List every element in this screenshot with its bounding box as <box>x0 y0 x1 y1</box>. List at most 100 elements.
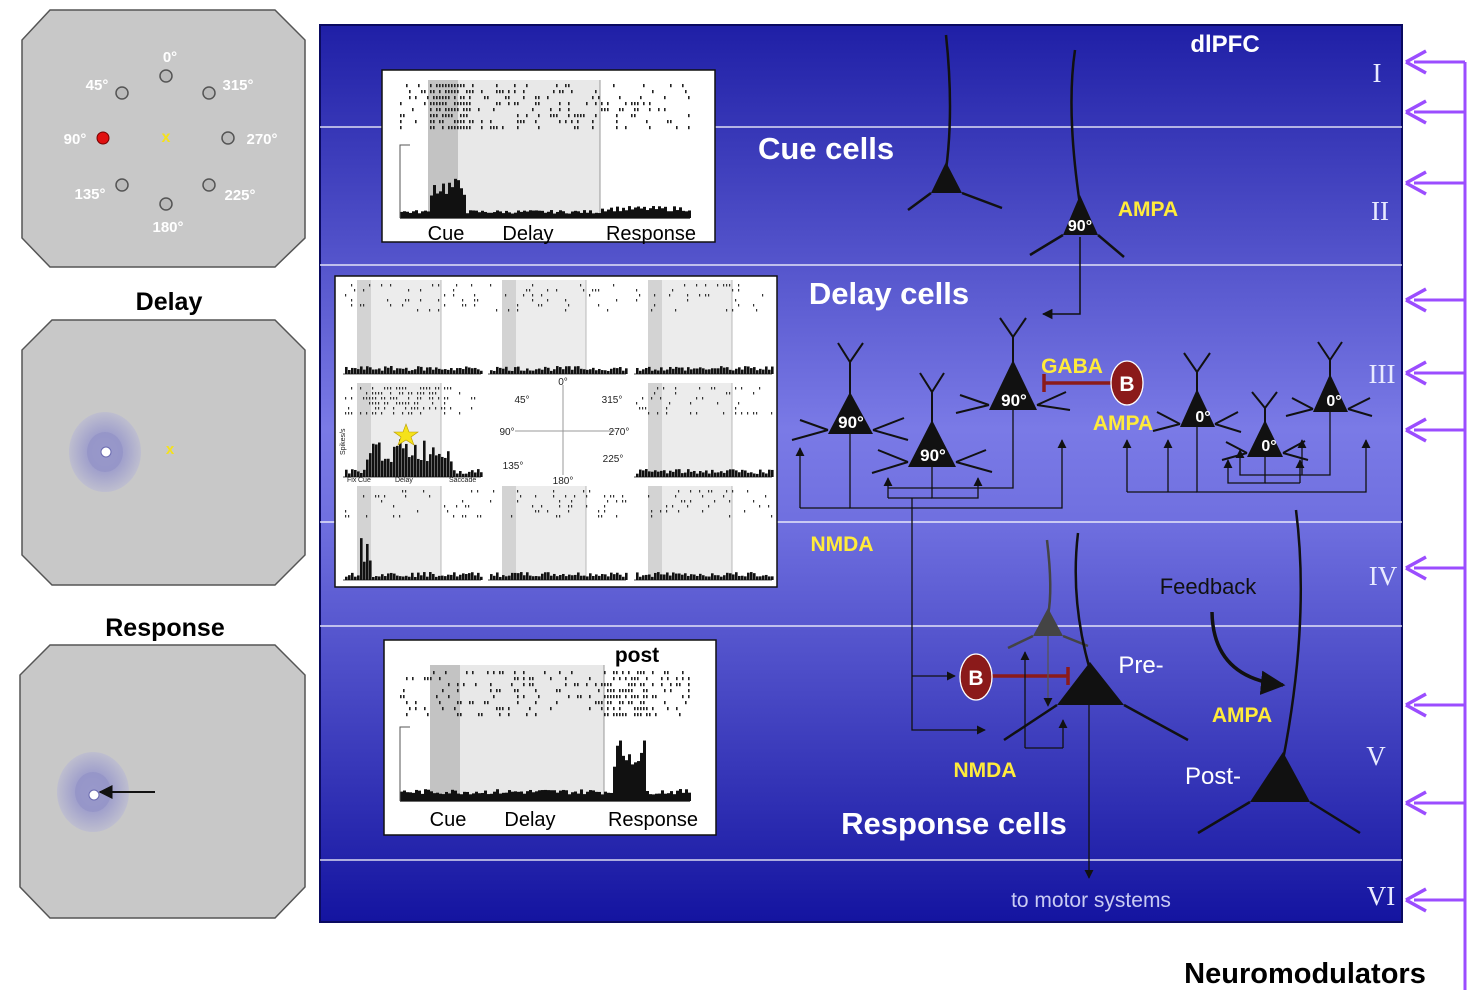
cue-cell-90: 90° <box>1029 49 1125 258</box>
compass-label: 270° <box>609 427 630 438</box>
target-135 <box>115 178 129 192</box>
cell-pref-label: 0° <box>1326 393 1341 410</box>
pre-cell-label: Pre- <box>1118 652 1163 679</box>
layer-label: II <box>1371 196 1389 226</box>
cell-pref-label: 90° <box>838 413 864 432</box>
grid-axis-label: Delay <box>395 477 413 484</box>
cell-pref-label: 90° <box>1068 218 1092 235</box>
target-270 <box>221 131 235 145</box>
receptor-label-nmda: NMDA <box>811 533 874 556</box>
mini-raster-panel <box>634 383 774 478</box>
spike-histogram <box>400 178 691 218</box>
motor-output-label: to motor systems <box>1011 889 1171 912</box>
recurrent-connections <box>1122 412 1371 493</box>
grid-axis-label: Saccade <box>449 477 476 484</box>
receptor-label-nmda: NMDA <box>954 759 1017 782</box>
inset-title: post <box>615 644 659 667</box>
layer-label: V <box>1366 741 1386 771</box>
mini-raster-panel <box>488 280 628 375</box>
compass-label: 180° <box>553 476 574 487</box>
interneuron-label: B <box>968 667 983 690</box>
neuromodulator-inputs <box>1405 49 1467 990</box>
receptor-label-ampa: AMPA <box>1212 704 1272 727</box>
deg-label: 135° <box>74 186 105 203</box>
mini-raster-panel <box>343 280 483 375</box>
layer-label: VI <box>1367 881 1396 911</box>
mini-raster-panel <box>634 486 774 581</box>
cue-cell-inset: Cue Delay Response <box>381 69 716 245</box>
cue-screen: x 0° 45° 315° 90° 270° 135° 225° 180° <box>21 9 306 268</box>
inset-axis-label: Cue <box>428 223 465 245</box>
spike-raster <box>400 671 690 717</box>
response-pre-cell <box>1003 532 1189 742</box>
cell-pref-label: 0° <box>1261 438 1276 455</box>
response-cell-inset: post Cue Delay Response <box>383 639 717 836</box>
delay-cell-inset-grid: 0° 45° 315° 90° 270° 135° 225° 180° Fix … <box>334 275 778 588</box>
grid-axis-label: Cue <box>358 477 371 484</box>
mini-raster-panel <box>343 383 483 478</box>
compass-label: 45° <box>514 395 529 406</box>
deg-label: 270° <box>246 131 277 148</box>
inset-axis-label: Cue <box>430 809 467 831</box>
section-label-cue: Cue cells <box>758 131 894 166</box>
feedback-label: Feedback <box>1160 574 1258 599</box>
cell-pref-label: 90° <box>1001 391 1027 410</box>
inhibitory-interneuron <box>959 653 993 701</box>
grid-axis-label: Fix <box>347 477 357 484</box>
target-225 <box>202 178 216 192</box>
circuit: 90° AMPA 90° 90° <box>791 34 1373 912</box>
response-screen <box>19 644 306 919</box>
inhibitory-interneuron <box>1110 360 1144 406</box>
cell-pref-label: 0° <box>1195 409 1210 426</box>
delay-cell-90-a: 90° <box>791 342 909 441</box>
spike-raster <box>400 84 690 130</box>
mini-raster-panel <box>634 280 774 375</box>
receptor-label-ampa: AMPA <box>1118 198 1178 221</box>
remembered-location <box>100 446 112 458</box>
interneuron-label: B <box>1119 373 1134 396</box>
compass-label: 225° <box>603 454 624 465</box>
mini-raster-panel <box>488 486 628 581</box>
response-screen-title: Response <box>105 614 225 642</box>
inset-axis-label: Response <box>608 809 698 831</box>
preferred-direction-star <box>393 423 419 446</box>
delay-cell-90-c: 90° <box>955 317 1071 414</box>
mini-raster-panel <box>343 486 483 581</box>
pyramidal-cell <box>907 34 1003 212</box>
response-interneuron-pyramid <box>1007 539 1089 650</box>
compass-label: 0° <box>558 377 568 388</box>
post-cell-label: Post- <box>1185 763 1241 790</box>
target-0 <box>159 69 173 83</box>
receptor-label-ampa: AMPA <box>1093 412 1153 435</box>
layer-label: IV <box>1369 561 1398 591</box>
deg-label: 0° <box>163 49 177 66</box>
inset-axis-label: Delay <box>504 809 555 831</box>
response-post-cell <box>1197 509 1361 835</box>
deg-label: 90° <box>64 131 87 148</box>
neuromodulators-label: Neuromodulators <box>1184 958 1426 990</box>
spike-histogram <box>400 740 691 801</box>
inset-axis-label: Delay <box>502 223 553 245</box>
delay-screen-title: Delay <box>136 288 203 316</box>
deg-label: 45° <box>86 77 109 94</box>
delay-cell-90-b: 90° <box>871 372 993 474</box>
target-90-cued <box>96 131 110 145</box>
receptor-label-gaba: GABA <box>1041 355 1103 378</box>
cell-pref-label: 90° <box>920 446 946 465</box>
layer-label: I <box>1373 58 1382 88</box>
layer-label: III <box>1369 359 1396 389</box>
delay-cell-0-a: 0° <box>1152 352 1242 433</box>
delay-screen: x <box>21 319 306 586</box>
compass-label: 90° <box>499 427 514 438</box>
panel-title: dlPFC <box>1190 31 1259 58</box>
target-45 <box>115 86 129 100</box>
delay-cell-0-c: 0° <box>1285 341 1373 417</box>
target-180 <box>159 197 173 211</box>
section-label-response: Response cells <box>841 806 1067 841</box>
section-label-delay: Delay cells <box>809 276 969 311</box>
fixation-cross: x <box>166 441 175 458</box>
deg-label: 225° <box>224 187 255 204</box>
compass-label: 315° <box>602 395 623 406</box>
compass-label: 135° <box>503 461 524 472</box>
